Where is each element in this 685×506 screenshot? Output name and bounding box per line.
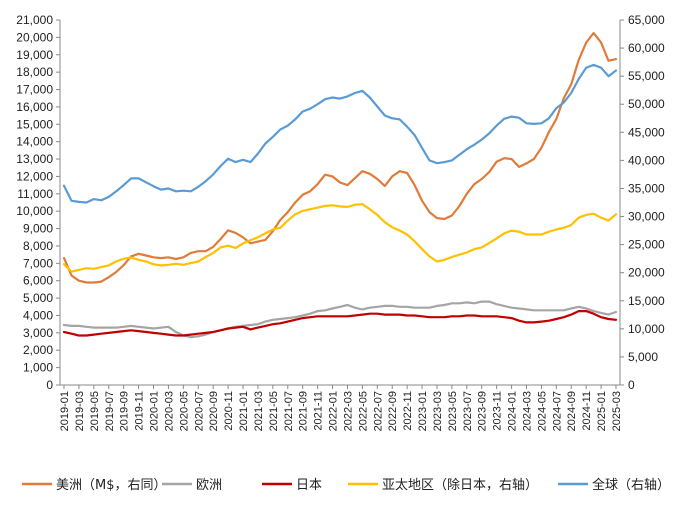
right-tick-label: 10,000	[628, 322, 665, 336]
series-line-3	[62, 203, 618, 273]
x-tick-label: 2021-07	[283, 391, 295, 431]
x-tick-label: 2021-03	[253, 391, 265, 431]
x-tick-label: 2025-01	[596, 391, 608, 431]
x-tick-label: 2023-05	[447, 391, 459, 431]
x-tick-label: 2019-11	[134, 391, 146, 431]
left-tick-label: 8,000	[23, 239, 53, 253]
right-tick-label: 45,000	[628, 125, 665, 139]
left-tick-label: 16,000	[16, 100, 53, 114]
left-tick-label: 4,000	[23, 308, 53, 322]
x-tick-label: 2019-09	[119, 391, 131, 431]
x-tick-label: 2024-01	[507, 391, 519, 431]
left-tick-label: 21,000	[16, 13, 53, 27]
right-tick-label: 20,000	[628, 266, 665, 280]
x-tick-label: 2024-07	[551, 391, 563, 431]
right-tick-label: 5,000	[628, 350, 658, 364]
right-tick-label: 50,000	[628, 97, 665, 111]
series-line-2	[62, 310, 618, 337]
series-line-1	[62, 300, 618, 339]
x-tick-label: 2022-03	[342, 391, 354, 431]
x-tick-label: 2023-03	[432, 391, 444, 431]
x-tick-label: 2020-09	[208, 391, 220, 431]
right-tick-label: 0	[628, 378, 635, 392]
x-tick-label: 2024-09	[566, 391, 578, 431]
x-tick-label: 2021-01	[238, 391, 250, 431]
x-tick-label: 2022-01	[328, 391, 340, 431]
x-tick-label: 2024-11	[581, 391, 593, 431]
legend-label-4: 全球（右轴）	[592, 477, 670, 493]
x-tick-label: 2021-05	[268, 391, 280, 431]
x-tick-label: 2021-11	[313, 391, 325, 431]
x-tick-label: 2020-11	[223, 391, 235, 431]
x-tick-label: 2019-07	[104, 391, 116, 431]
x-tick-label: 2019-01	[59, 391, 71, 431]
x-tick-label: 2022-05	[357, 391, 369, 431]
left-tick-label: 11,000	[17, 187, 53, 201]
right-tick-label: 65,000	[628, 13, 665, 27]
left-tick-label: 15,000	[16, 117, 53, 131]
legend-label-1: 欧洲	[196, 478, 222, 493]
x-tick-label: 2019-03	[74, 391, 86, 431]
left-tick-label: 9,000	[23, 222, 53, 236]
x-tick-label: 2024-05	[536, 391, 548, 431]
x-tick-label: 2020-05	[178, 391, 190, 431]
x-axis-ticks: 2019-01 2019-03 2019-05 2019-07 2019-09 2019-…	[59, 385, 623, 431]
right-tick-label: 60,000	[628, 41, 665, 55]
left-tick-label: 12,000	[16, 169, 53, 183]
right-tick-label: 55,000	[628, 69, 665, 83]
left-tick-label: 17,000	[16, 83, 53, 97]
left-tick-label: 14,000	[16, 135, 53, 149]
right-axis-ticks: 0 5,000 10,000 15,000 20,000 25,000 30,000 35,0…	[620, 13, 665, 392]
left-tick-label: 0	[46, 378, 53, 392]
right-tick-label: 25,000	[628, 238, 665, 252]
legend-label-0: 美洲（M$，右同）	[56, 478, 167, 493]
right-tick-label: 30,000	[628, 210, 665, 224]
left-tick-label: 1,000	[23, 361, 53, 375]
legend-label-2: 日本	[296, 478, 322, 493]
right-tick-label: 35,000	[628, 181, 665, 195]
x-tick-label: 2022-09	[387, 391, 399, 431]
left-tick-label: 20,000	[16, 30, 53, 44]
legend-label-3: 亚太地区（除日本，右轴）	[382, 478, 538, 493]
x-tick-label: 2025-03	[611, 391, 623, 431]
right-tick-label: 40,000	[628, 153, 665, 167]
left-tick-label: 6,000	[23, 274, 53, 288]
series-line-4	[62, 63, 618, 204]
left-tick-label: 7,000	[23, 256, 53, 270]
left-tick-label: 18,000	[16, 65, 53, 79]
x-tick-label: 2024-03	[521, 391, 533, 431]
x-tick-label: 2023-09	[477, 391, 489, 431]
left-tick-label: 5,000	[23, 291, 53, 305]
chart-axes	[59, 20, 621, 386]
x-tick-label: 2020-07	[193, 391, 205, 431]
x-tick-label: 2019-05	[89, 391, 101, 431]
left-tick-label: 13,000	[16, 152, 53, 166]
series-line-0	[62, 31, 618, 284]
x-tick-label: 2022-07	[372, 391, 384, 431]
left-tick-label: 10,000	[16, 204, 53, 218]
x-tick-label: 2022-11	[402, 391, 414, 431]
left-tick-label: 19,000	[16, 48, 53, 62]
left-tick-label: 3,000	[23, 326, 53, 340]
legend: 美洲（M$，右同） 欧洲 日本 亚太地区（除日本，右轴） 全球（右轴）	[22, 477, 670, 493]
left-tick-label: 2,000	[23, 343, 53, 357]
left-axis-ticks: 0 1,000 2,000 3,000 4,000 5,000 6,000 7,000 8,00…	[16, 13, 60, 392]
x-tick-label: 2020-01	[149, 391, 161, 431]
x-tick-label: 2021-09	[298, 391, 310, 431]
x-tick-label: 2020-03	[163, 391, 175, 431]
x-tick-label: 2023-07	[462, 391, 474, 431]
x-tick-label: 2023-01	[417, 391, 429, 431]
series-layer	[62, 31, 618, 339]
right-tick-label: 15,000	[628, 294, 665, 308]
x-tick-label: 2023-11	[492, 391, 504, 431]
